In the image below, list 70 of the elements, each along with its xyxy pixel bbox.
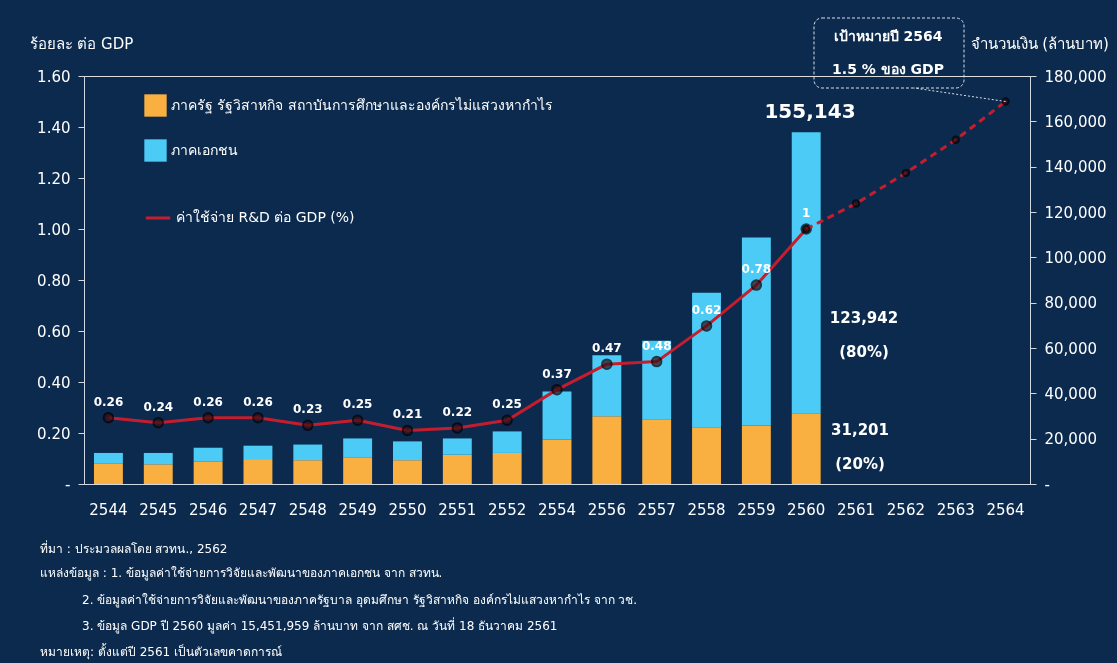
y-axis-title: ร้อยละ ต่อ GDP	[29, 34, 134, 53]
data-label: 0.25	[492, 397, 522, 412]
x-tick-label: 2556	[587, 500, 626, 519]
x-tick-label: 2563	[936, 500, 975, 519]
data-label: 0.47	[592, 341, 622, 356]
annotation: (20%)	[835, 455, 885, 473]
x-tick-label: 2551	[438, 500, 477, 519]
x-tick-label: 2552	[488, 500, 527, 519]
x-tick-label: 2558	[687, 500, 726, 519]
y-tick-label: 0.20	[37, 424, 71, 443]
data-label: 0.26	[93, 394, 124, 409]
y2-tick-label: 120,000	[1044, 203, 1107, 222]
y-tick-label: 1.00	[37, 220, 71, 239]
x-tick-label: 2554	[537, 500, 577, 519]
legend-label: ภาครัฐ รัฐวิสาหกิจ สถาบันการศึกษาและองค์กรไม่แสวงหากำไร	[171, 96, 553, 114]
y2-tick-label: 140,000	[1044, 158, 1107, 177]
text: ที่มา : ประมวลผลโดย สวทน., 2562	[40, 540, 228, 556]
data-label: 0.26	[193, 394, 223, 409]
y-tick-label: 1.20	[37, 169, 71, 188]
y-tick-label: -	[65, 475, 71, 494]
y2-tick-label: 40,000	[1044, 384, 1097, 403]
data-label: 0.78	[741, 262, 772, 277]
data-label: 0.37	[542, 366, 572, 381]
y2-tick-label: 100,000	[1044, 248, 1107, 267]
x-tick-label: 2549	[338, 500, 377, 519]
data-label: 0.48	[641, 338, 672, 353]
x-tick-label: 2560	[787, 500, 826, 519]
y2-tick-label: -	[1044, 475, 1050, 494]
x-tick-label: 2562	[886, 500, 925, 519]
text: แหล่งข้อมูล : 1. ข้อมูลค่าใช้จ่ายการวิจัยและพัฒนาของภาคเอกชน จาก สวทน.	[40, 566, 443, 581]
y-tick-label: 0.80	[37, 271, 71, 290]
data-label: 0.62	[691, 302, 722, 317]
text: เป้าหมายปี 2564	[833, 28, 943, 44]
data-label: 0.25	[342, 397, 373, 412]
text: 2. ข้อมูลค่าใช้จ่ายการวิจัยและพัฒนาของภาครัฐบาล อุดมศึกษา รัฐวิสาหกิจ องค์กรไม่แสวงหากำไร จาก วช.	[82, 593, 638, 608]
y2-tick-label: 180,000	[1044, 67, 1107, 86]
data-label: 0.21	[392, 407, 423, 422]
y-tick-label: 1.40	[37, 118, 71, 137]
y2-axis-title: จำนวนเงิน (ล้านบาท)	[970, 34, 1109, 53]
x-tick-label: 2550	[388, 500, 427, 519]
annotation: 31,201	[831, 421, 889, 439]
x-tick-label: 2546	[189, 500, 228, 519]
x-tick-label: 2561	[836, 500, 876, 519]
x-tick-label: 2547	[238, 500, 278, 519]
annotation: (80%)	[839, 343, 889, 361]
legend-label: ภาคเอกชน	[171, 141, 238, 158]
x-tick-label: 2564	[986, 500, 1025, 519]
text: หมายเหตุ: ตั้งแต่ปี 2561 เป็นตัวเลขคาดการณ์	[40, 643, 283, 660]
data-label: 0.23	[292, 402, 323, 417]
y-tick-label: 0.40	[37, 373, 71, 392]
x-tick-label: 2557	[637, 500, 676, 519]
y-tick-label: 1.60	[37, 67, 71, 86]
data-label: 1	[802, 206, 811, 220]
x-tick-label: 2548	[288, 500, 327, 519]
annotation: 123,942	[829, 309, 899, 327]
x-tick-label: 2559	[737, 500, 776, 519]
y2-tick-label: 20,000	[1044, 430, 1097, 449]
data-label: 0.24	[143, 399, 174, 414]
data-label: 0.22	[442, 404, 473, 419]
x-tick-label: 2544	[89, 500, 128, 519]
annotation: 155,143	[764, 99, 856, 123]
y2-tick-label: 160,000	[1044, 112, 1107, 131]
y2-tick-label: 60,000	[1044, 339, 1097, 358]
y2-tick-label: 80,000	[1044, 294, 1097, 313]
x-tick-label: 2545	[139, 500, 178, 519]
annotation: 1.5 % ของ GDP	[832, 61, 944, 77]
y-tick-label: 0.60	[37, 322, 71, 341]
legend-label: ค่าใช้จ่าย R&D ต่อ GDP (%)	[176, 209, 355, 225]
text: 3. ข้อมูล GDP ปี 2560 มูลค่า 15,451,959 ล้านบาท จาก สศช. ณ วันที่ 18 ธันวาคม 2561	[82, 617, 558, 634]
data-label: 0.26	[243, 394, 273, 409]
